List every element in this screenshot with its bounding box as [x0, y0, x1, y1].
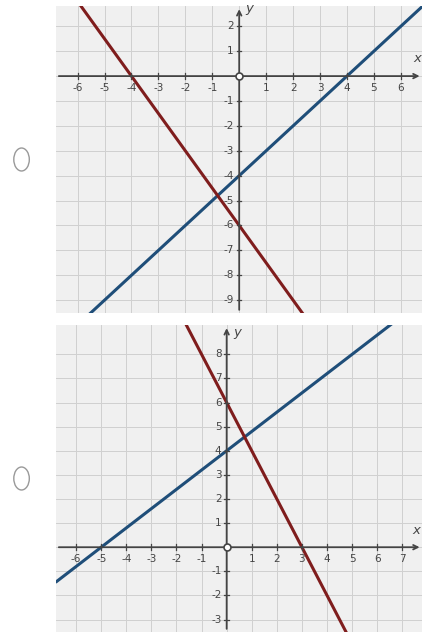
Text: -8: -8: [223, 271, 233, 280]
Text: -3: -3: [211, 614, 221, 625]
Text: 3: 3: [214, 470, 221, 480]
Text: -2: -2: [180, 83, 190, 93]
Text: -2: -2: [171, 554, 181, 564]
Text: 7: 7: [398, 554, 405, 564]
Text: -2: -2: [223, 121, 233, 131]
Text: 5: 5: [370, 83, 376, 93]
Text: -1: -1: [223, 96, 233, 106]
Text: y: y: [233, 325, 240, 339]
Text: -2: -2: [211, 590, 221, 600]
Text: 2: 2: [227, 21, 233, 31]
Text: -7: -7: [223, 246, 233, 255]
Text: 6: 6: [373, 554, 380, 564]
Text: 4: 4: [343, 83, 350, 93]
Text: -4: -4: [126, 83, 136, 93]
Text: -6: -6: [71, 554, 81, 564]
Text: -5: -5: [99, 83, 110, 93]
Text: -5: -5: [96, 554, 106, 564]
Text: -1: -1: [196, 554, 206, 564]
Text: 3: 3: [316, 83, 322, 93]
Text: -6: -6: [223, 221, 233, 230]
Text: -4: -4: [223, 171, 233, 181]
Text: 8: 8: [214, 350, 221, 359]
Text: -3: -3: [153, 83, 163, 93]
Text: 4: 4: [214, 446, 221, 456]
Text: 1: 1: [248, 554, 255, 564]
Text: 5: 5: [214, 422, 221, 432]
Text: x: x: [412, 524, 420, 537]
Text: -5: -5: [223, 196, 233, 205]
Text: 1: 1: [262, 83, 269, 93]
Text: y: y: [245, 2, 253, 15]
Text: -3: -3: [223, 146, 233, 156]
Text: -3: -3: [146, 554, 156, 564]
Text: 7: 7: [214, 373, 221, 383]
Text: 5: 5: [348, 554, 355, 564]
Text: 6: 6: [396, 83, 403, 93]
Text: -6: -6: [72, 83, 83, 93]
Text: 6: 6: [214, 397, 221, 408]
Text: 2: 2: [289, 83, 296, 93]
Text: -1: -1: [206, 83, 217, 93]
Text: 4: 4: [323, 554, 329, 564]
Text: 3: 3: [298, 554, 304, 564]
Text: -9: -9: [223, 295, 233, 305]
Text: x: x: [412, 52, 420, 65]
Text: 2: 2: [214, 494, 221, 504]
Text: 1: 1: [227, 46, 233, 56]
Text: -4: -4: [121, 554, 131, 564]
Text: 2: 2: [273, 554, 280, 564]
Text: -1: -1: [211, 567, 221, 576]
Text: 1: 1: [214, 518, 221, 528]
